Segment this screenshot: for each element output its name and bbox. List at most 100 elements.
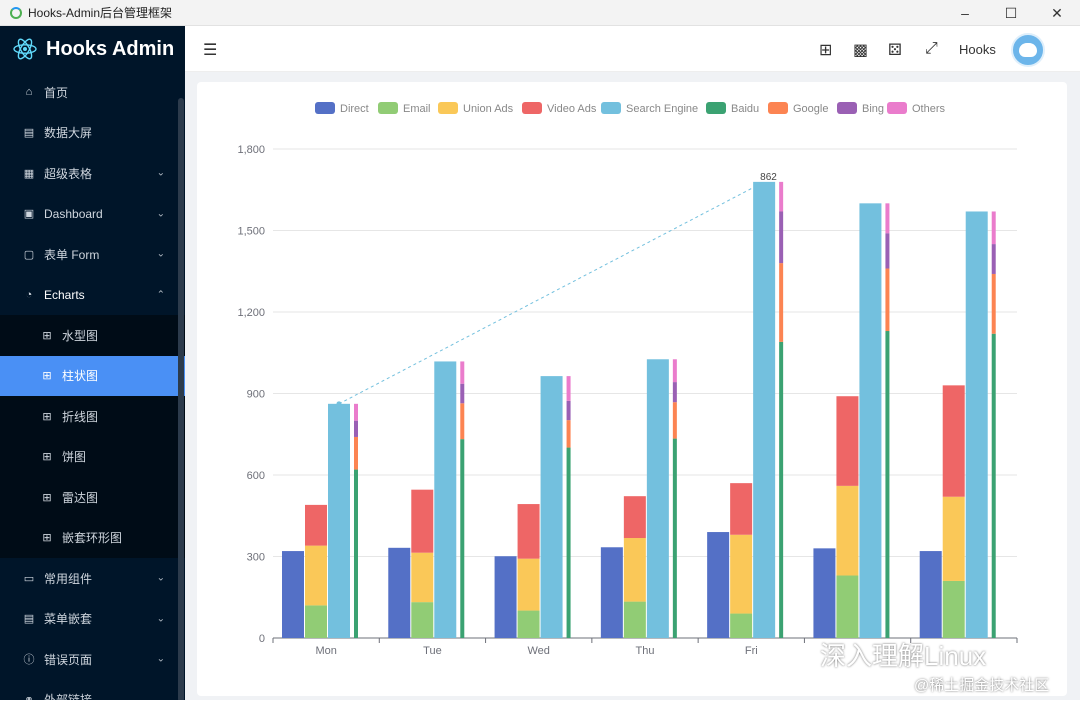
- legend-label: Baidu: [731, 103, 759, 115]
- sidebar-item-label: 表单 Form: [44, 247, 100, 262]
- bar-baidu: [885, 331, 890, 638]
- sidebar-item-components[interactable]: ▭ 常用组件 ⌄: [0, 558, 185, 599]
- x-tick-label: Mon: [315, 645, 336, 657]
- bar-others: [566, 376, 571, 401]
- chart-area-icon: ▤: [23, 127, 35, 140]
- sidebar-item-form[interactable]: ▢ 表单 Form ⌄: [0, 234, 185, 275]
- sidebar-item-dashboard[interactable]: ▣ Dashboard ⌄: [0, 194, 185, 235]
- legend-label: Direct: [340, 103, 369, 115]
- bar-bing: [885, 233, 890, 269]
- bar-direct: [282, 551, 304, 638]
- bar-email: [411, 602, 434, 638]
- bar-google: [779, 263, 784, 342]
- sidebar-item-label: 超级表格: [44, 166, 93, 181]
- legend-swatch: [315, 102, 335, 114]
- bar-baidu: [779, 341, 784, 638]
- bar-email: [623, 601, 646, 638]
- legend-swatch: [837, 102, 857, 114]
- bar-union-ads: [623, 538, 646, 602]
- sidebar-item-label: 数据大屏: [44, 126, 93, 141]
- y-tick-label: 1,200: [237, 307, 265, 319]
- window-title: Hooks-Admin后台管理框架: [28, 6, 173, 20]
- bar-google: [672, 402, 677, 439]
- theme-icon[interactable]: ⚄: [888, 42, 902, 59]
- bar-search-engine: [646, 359, 669, 638]
- bar-baidu: [460, 439, 465, 638]
- x-tick-label: Wed: [528, 645, 550, 657]
- chevron-down-icon: ⌄: [156, 208, 165, 220]
- sidebar-subitem-pie[interactable]: ⊞ 饼图: [0, 437, 185, 478]
- chevron-down-icon: ⌄: [156, 694, 165, 700]
- sidebar-item-data-screen[interactable]: ▤ 数据大屏: [0, 113, 185, 154]
- bar-union-ads: [517, 558, 540, 611]
- sidebar-item-label: Echarts: [44, 287, 85, 302]
- bar-video-ads: [517, 504, 540, 559]
- bar-bing: [991, 244, 996, 274]
- sidebar-item-super-table[interactable]: ▦ 超级表格 ⌄: [0, 153, 185, 194]
- username[interactable]: Hooks: [959, 42, 996, 57]
- sidebar-subitem-line[interactable]: ⊞ 折线图: [0, 396, 185, 437]
- bar-search-engine: [965, 211, 988, 638]
- sidebar-item-label: 嵌套环形图: [62, 531, 123, 546]
- sidebar-item-label: 柱状图: [62, 369, 99, 384]
- table-icon: ▦: [23, 167, 35, 180]
- legend-swatch: [522, 102, 542, 114]
- y-tick-label: 1,500: [237, 226, 265, 238]
- pie-icon: ◔: [25, 288, 33, 301]
- echarts-submenu: ⊞ 水型图 ⊞ 柱状图 ⊞ 折线图 ⊞ 饼图 ⊞ 雷达图 ⊞ 嵌套环形图: [0, 315, 185, 558]
- bar-search-engine: [328, 403, 350, 638]
- bar-video-ads: [411, 489, 434, 553]
- mark-line-start: [336, 401, 342, 407]
- sidebar-item-nested-menu[interactable]: ▤ 菜单嵌套 ⌄: [0, 599, 185, 640]
- bar-bing: [460, 383, 465, 404]
- sidebar-item-label: 水型图: [62, 328, 99, 343]
- bar-bing: [354, 420, 358, 437]
- bar-email: [305, 605, 327, 638]
- bar-search-engine: [859, 203, 882, 638]
- avatar[interactable]: [1011, 33, 1045, 67]
- sidebar-item-label: Dashboard: [44, 206, 103, 221]
- legend-swatch: [706, 102, 726, 114]
- sidebar-item-echarts[interactable]: ◔ Echarts ⌃: [0, 275, 185, 316]
- app-icon: [10, 6, 22, 19]
- sidebar-subitem-radar[interactable]: ⊞ 雷达图: [0, 477, 185, 518]
- bar-union-ads: [411, 552, 434, 603]
- main-content: Direct Email Union Ads Video Ads Search Engi…: [185, 72, 1080, 700]
- collapse-menu-icon[interactable]: ☰: [203, 42, 218, 59]
- logo[interactable]: Hooks Admin: [0, 26, 185, 72]
- menu-icon: ▤: [23, 613, 35, 626]
- bar-direct: [707, 532, 730, 638]
- chevron-down-icon: ⌄: [156, 167, 165, 179]
- x-tick-label: Tue: [423, 645, 442, 657]
- layout-icon[interactable]: ⊞: [819, 42, 833, 59]
- sidebar-subitem-nested-ring[interactable]: ⊞ 嵌套环形图: [0, 518, 185, 559]
- close-icon[interactable]: ✕: [1051, 4, 1063, 21]
- fullscreen-icon[interactable]: ⤢: [925, 40, 938, 57]
- bar-direct: [919, 551, 942, 638]
- window-titlebar: Hooks-Admin后台管理框架 – ☐ ✕: [0, 0, 1080, 26]
- sidebar-subitem-bar[interactable]: ⊞ 柱状图: [0, 355, 185, 396]
- sidebar-subitem-water[interactable]: ⊞ 水型图: [0, 315, 185, 356]
- y-tick-label: 600: [247, 470, 265, 482]
- y-tick-label: 900: [247, 389, 265, 401]
- sidebar-item-label: 菜单嵌套: [44, 612, 93, 627]
- maximize-icon[interactable]: ☐: [1004, 4, 1018, 21]
- bar-direct: [600, 547, 623, 638]
- sidebar-item-home[interactable]: ⌂ 首页: [0, 72, 185, 113]
- sidebar-item-label: 错误页面: [44, 652, 93, 667]
- bar-google: [354, 436, 358, 470]
- sidebar-item-label: 饼图: [62, 450, 87, 465]
- sidebar-item-error-pages[interactable]: ⓘ 错误页面 ⌄: [0, 639, 185, 680]
- y-tick-label: 300: [247, 552, 265, 564]
- bar-direct: [813, 548, 836, 638]
- bar-others: [354, 403, 358, 421]
- legend-label: Email: [403, 103, 431, 115]
- sidebar-scrollbar[interactable]: [178, 98, 184, 700]
- sidebar-item-external-links[interactable]: ⚭ 外部链接 ⌄: [0, 680, 185, 700]
- translate-icon[interactable]: ▩: [853, 42, 869, 59]
- chevron-down-icon: ⌄: [156, 653, 165, 665]
- legend-swatch: [887, 102, 907, 114]
- bar-direct: [388, 547, 411, 638]
- bar-google: [460, 403, 465, 440]
- minimize-icon[interactable]: –: [961, 5, 969, 21]
